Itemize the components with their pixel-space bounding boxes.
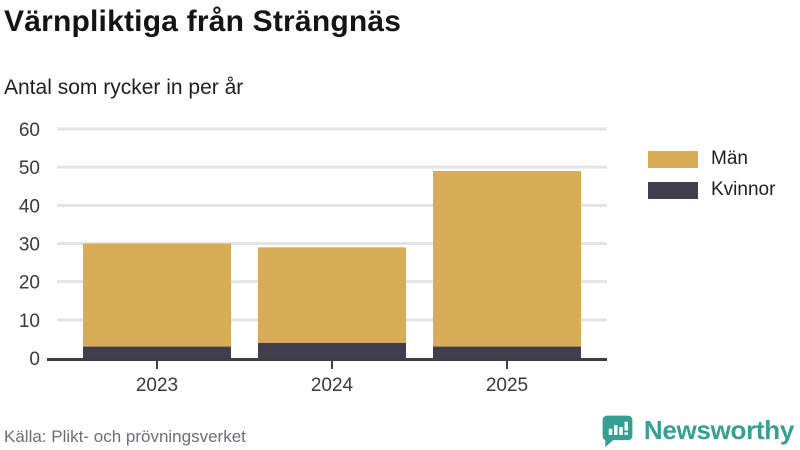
- source-note: Källa: Plikt- och prövningsverket: [4, 427, 246, 446]
- legend-item-kvinnor: Kvinnor: [648, 179, 775, 201]
- bar-chart: 0 10 20 30 40 50 60 2023 2024 2025: [19, 120, 607, 396]
- x-axis-tick-label: 2023: [136, 375, 178, 396]
- y-axis-tick-label: 60: [19, 120, 40, 141]
- bar-segment-män-2025: [433, 170, 581, 347]
- y-axis-tick-label: 50: [19, 158, 40, 179]
- brand-logo: Newsworthy: [600, 413, 794, 448]
- bar-segment-män-2023: [83, 243, 231, 347]
- y-axis-tick-label: 20: [19, 273, 40, 294]
- chart-area: 0 10 20 30 40 50 60 2023 2024 2025: [0, 115, 800, 405]
- legend-item-män: Män: [648, 148, 775, 170]
- page-title: Värnpliktiga från Strängnäs: [4, 5, 402, 38]
- y-axis-tick-label: 0: [29, 349, 40, 370]
- y-axis-tick-label: 40: [19, 196, 40, 217]
- speech-bubble-bar-chart-icon: [602, 415, 633, 448]
- y-axis-tick-label: 30: [19, 235, 40, 256]
- legend-swatch: [648, 181, 698, 199]
- bar-segment-kvinnor-2023: [83, 346, 231, 358]
- x-axis-tick-label: 2024: [311, 375, 354, 396]
- legend-label: Män: [711, 148, 748, 169]
- chart-legend: Män Kvinnor: [648, 148, 775, 201]
- bar-segment-män-2024: [258, 247, 406, 343]
- bar-segment-kvinnor-2024: [258, 342, 406, 358]
- chart-subtitle: Antal som rycker in per år: [4, 76, 244, 99]
- y-axis-tick-label: 10: [19, 311, 40, 332]
- brand-name: Newsworthy: [643, 415, 794, 445]
- legend-swatch: [648, 150, 698, 168]
- x-axis-tick-label: 2025: [486, 375, 528, 396]
- legend-label: Kvinnor: [711, 179, 776, 200]
- bar-segment-kvinnor-2025: [433, 346, 581, 358]
